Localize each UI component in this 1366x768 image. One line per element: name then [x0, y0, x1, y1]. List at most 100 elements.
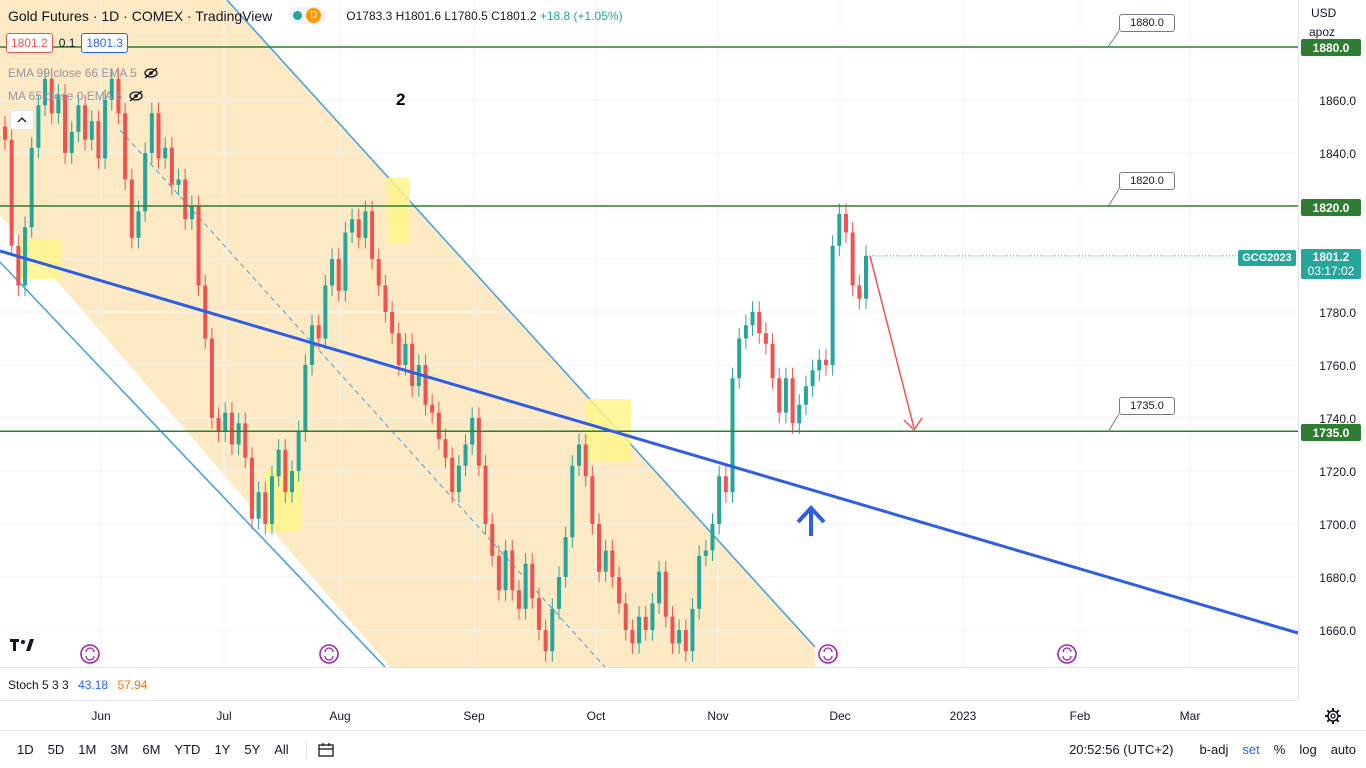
- candle-body: [243, 423, 248, 458]
- time-tick: Oct: [586, 709, 606, 723]
- candle-body: [750, 312, 755, 326]
- range-1m-button[interactable]: 1M: [78, 742, 97, 757]
- time-scale[interactable]: Jun Jul Aug Sep Oct Nov Dec 2023 Feb Mar: [0, 700, 1298, 730]
- callout-pointer: [1107, 188, 1120, 208]
- candle-body: [96, 121, 101, 159]
- candle-body: [763, 333, 768, 344]
- indicator-ma[interactable]: MA 65 close 0 EMA 5: [8, 89, 144, 103]
- last-price-value: 1801.2: [1312, 250, 1350, 264]
- ohlc-legend: O1783.3 H1801.6 L1780.5 C1801.2 +18.8 (+…: [346, 9, 622, 23]
- candle-body: [670, 616, 675, 644]
- candle-body: [723, 476, 728, 493]
- candle-body: [263, 492, 268, 524]
- market-status[interactable]: D: [288, 7, 327, 24]
- candle-body: [510, 550, 515, 591]
- price-callout-1880[interactable]: 1880.0: [1119, 14, 1175, 32]
- toggle-auto[interactable]: auto: [1330, 742, 1356, 757]
- candle-body: [9, 139, 14, 246]
- candle-body: [843, 213, 848, 233]
- candle-body: [76, 105, 81, 132]
- candle-body: [310, 325, 315, 365]
- candle-body: [143, 153, 148, 212]
- clock-timezone[interactable]: 20:52:56 (UTC+2): [1069, 742, 1174, 757]
- price-chart[interactable]: [0, 0, 1298, 667]
- candle-body: [436, 412, 441, 440]
- candle-body: [356, 219, 361, 238]
- range-1y-button[interactable]: 1Y: [214, 742, 231, 757]
- stoch-pane[interactable]: Stoch 5 3 3 43.18 57.94: [0, 667, 1298, 700]
- time-tick: Sep: [463, 709, 485, 723]
- range-5y-button[interactable]: 5Y: [244, 742, 261, 757]
- time-tick: Feb: [1069, 709, 1091, 723]
- toggle-log[interactable]: log: [1299, 742, 1317, 757]
- candle-body: [36, 105, 41, 148]
- candle-body: [316, 325, 321, 339]
- candle-body: [556, 577, 561, 609]
- date-range-icon[interactable]: [317, 742, 337, 758]
- level-tag-1880: 1880.0: [1301, 39, 1361, 56]
- range-1d-button[interactable]: 1D: [17, 742, 34, 757]
- candle-body: [770, 343, 775, 379]
- toggle-set[interactable]: set: [1242, 742, 1260, 757]
- candle-body: [443, 439, 448, 458]
- candle-body: [583, 444, 588, 477]
- toggle-b-adj[interactable]: b-adj: [1199, 742, 1229, 757]
- indicator-ema[interactable]: EMA 99 close 66 EMA 5: [8, 66, 159, 80]
- candle-body: [657, 571, 662, 604]
- sell-price-button[interactable]: 1801.2: [6, 33, 53, 53]
- symbol-title[interactable]: Gold Futures · 1D · COMEX · TradingView: [8, 7, 273, 24]
- range-ytd-button[interactable]: YTD: [174, 742, 201, 757]
- candle-body: [83, 105, 88, 140]
- hidden-eye-icon[interactable]: [128, 90, 144, 102]
- candle-body: [637, 616, 642, 644]
- collapse-legend-button[interactable]: [10, 110, 34, 130]
- dividend-event-icon: [80, 644, 100, 664]
- candle-body: [503, 550, 508, 591]
- price-callout-1735[interactable]: 1735.0: [1119, 397, 1175, 415]
- range-6m-button[interactable]: 6M: [142, 742, 161, 757]
- up-arrow-head: [796, 505, 826, 524]
- candle-body: [523, 563, 528, 609]
- price-tick: 1680.0: [1319, 571, 1356, 585]
- candle-body: [737, 338, 742, 379]
- highlight-box: [387, 178, 410, 244]
- candle-body: [343, 232, 348, 291]
- candle-body: [717, 476, 722, 524]
- candle-body: [256, 492, 261, 519]
- callout-pointer: [1107, 30, 1120, 48]
- stoch-legend[interactable]: Stoch 5 3 3 43.18 57.94: [8, 678, 147, 692]
- stoch-label: Stoch 5 3 3: [8, 678, 69, 692]
- range-5d-button[interactable]: 5D: [47, 742, 65, 757]
- tradingview-logo-icon[interactable]: [8, 634, 38, 656]
- candle-body: [149, 113, 154, 153]
- range-all-button[interactable]: All: [274, 742, 289, 757]
- buy-price-button[interactable]: 1801.3: [81, 33, 129, 53]
- toggle-percent[interactable]: %: [1273, 742, 1286, 757]
- bottom-toolbar: 1D 5D 1M 3M 6M YTD 1Y 5Y All 20:52:56 (U…: [0, 730, 1366, 768]
- scale-sub-label[interactable]: apoz: [1309, 25, 1336, 39]
- wave-label[interactable]: 2: [396, 90, 406, 109]
- hidden-eye-icon[interactable]: [143, 67, 159, 79]
- channel-upper-line: [226, 0, 816, 648]
- candle-body: [597, 524, 602, 572]
- candle-body: [850, 232, 855, 286]
- price-callout-1820[interactable]: 1820.0: [1119, 172, 1175, 190]
- price-scale[interactable]: USD apoz 1860.0 1840.0 1780.0 1760.0 174…: [1298, 0, 1366, 700]
- candle-body: [336, 259, 341, 291]
- price-tick: 1740.0: [1319, 412, 1356, 426]
- event-cycle-icon: [324, 647, 334, 661]
- candle-body: [390, 312, 395, 334]
- currency-label[interactable]: USD: [1311, 6, 1337, 20]
- candle-body: [296, 431, 301, 471]
- candle-body: [536, 598, 541, 630]
- time-tick: Aug: [329, 709, 351, 723]
- chart-pane[interactable]: Gold Futures · 1D · COMEX · TradingView …: [0, 0, 1298, 667]
- bid-ask-row: 1801.2 0.1 1801.3: [6, 33, 129, 53]
- gear-icon[interactable]: [1324, 707, 1342, 725]
- range-3m-button[interactable]: 3M: [110, 742, 129, 757]
- candle-body: [23, 227, 28, 286]
- spread-value: 0.1: [58, 36, 76, 50]
- candle-body: [403, 343, 408, 365]
- candle-body: [163, 147, 168, 159]
- candle-body: [857, 285, 862, 299]
